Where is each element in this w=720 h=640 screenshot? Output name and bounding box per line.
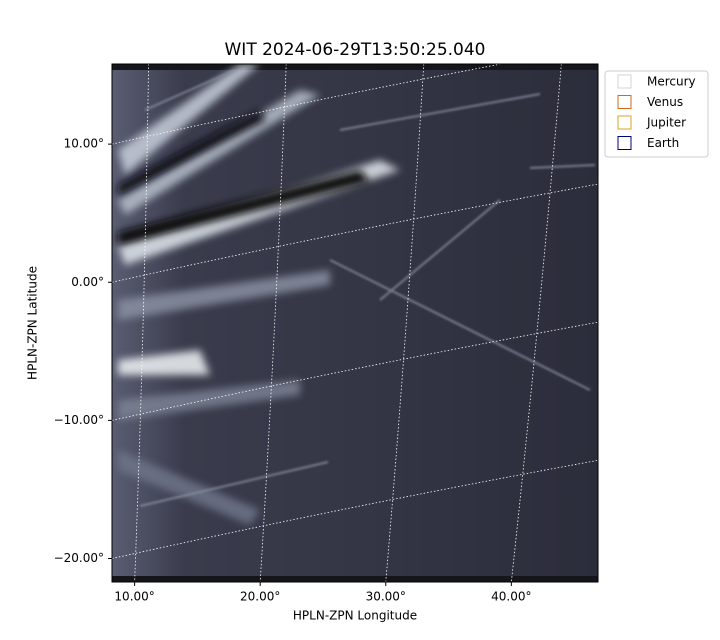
legend-label: Jupiter <box>646 116 686 130</box>
y-tick-label: 0.00° <box>71 275 104 289</box>
legend-label: Mercury <box>647 75 696 89</box>
x-tick-label: 10.00° <box>114 590 154 604</box>
grid-line <box>510 64 562 582</box>
y-tick-label: 10.00° <box>64 137 104 151</box>
grid-line <box>112 321 598 421</box>
legend-label: Venus <box>647 95 683 109</box>
x-tick-label: 40.00° <box>491 590 531 604</box>
legend-swatch <box>617 74 632 89</box>
grid-line <box>134 64 150 582</box>
x-axis-label: HPLN-ZPN Longitude <box>293 609 417 623</box>
grid-line <box>385 64 425 582</box>
grid-line <box>259 64 287 582</box>
legend-swatch <box>617 136 632 150</box>
grid-line <box>112 459 598 559</box>
grid-line <box>112 183 598 283</box>
legend-label: Earth <box>647 136 679 150</box>
chart-title: WIT 2024-06-29T13:50:25.040 <box>225 40 486 60</box>
plot-frame <box>111 63 599 583</box>
image <box>112 64 598 582</box>
y-axis-label: HPLN-ZPN Latitude <box>26 266 40 380</box>
x-tick-label: 20.00° <box>240 590 280 604</box>
legend <box>604 70 709 158</box>
y-tick-label: −20.00° <box>54 551 104 565</box>
y-tick-label: −10.00° <box>54 413 104 427</box>
legend-swatch <box>617 115 632 130</box>
legend-swatch <box>617 95 632 109</box>
x-tick-label: 30.00° <box>366 590 406 604</box>
